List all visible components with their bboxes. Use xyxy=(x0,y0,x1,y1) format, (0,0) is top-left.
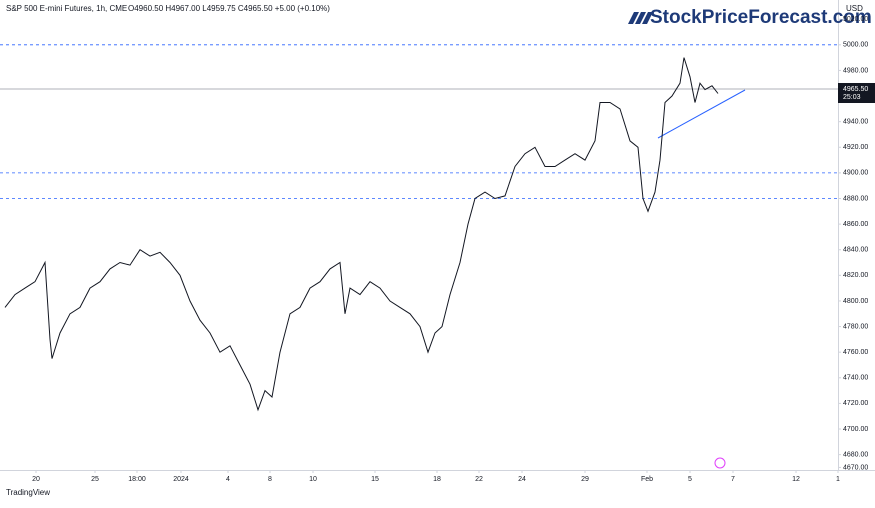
y-tick-label: 4680.00 xyxy=(843,451,868,458)
chart-title: S&P 500 E-mini Futures, 1h, CME xyxy=(6,4,127,13)
x-tick-label: 29 xyxy=(581,476,589,483)
y-tick-label: 5020.00 xyxy=(843,16,868,23)
x-tick-label: 22 xyxy=(475,476,483,483)
y-tick-label: 4880.00 xyxy=(843,195,868,202)
y-tick-label: 4760.00 xyxy=(843,349,868,356)
last-price-label: 4965.50 xyxy=(843,86,868,93)
logo-text: StockPriceForecast.com xyxy=(650,7,872,28)
x-tick-label: 8 xyxy=(268,476,272,483)
y-tick-label: 4900.00 xyxy=(843,170,868,177)
y-tick-label: 4840.00 xyxy=(843,247,868,254)
ohlc-text: O4960.50 H4967.00 L4959.75 C4965.50 +5.0… xyxy=(128,4,330,13)
y-tick-label: 4780.00 xyxy=(843,323,868,330)
y-tick-label: 4940.00 xyxy=(843,119,868,126)
x-tick-label: 20 xyxy=(32,476,40,483)
y-tick-label: 4920.00 xyxy=(843,144,868,151)
y-tick-label: 4860.00 xyxy=(843,221,868,228)
y-tick-label: 4700.00 xyxy=(843,426,868,433)
x-tick-label: 10 xyxy=(309,476,317,483)
y-tick-label: 4820.00 xyxy=(843,272,868,279)
x-tick-label: 24 xyxy=(518,476,526,483)
x-tick-label: 5 xyxy=(688,476,692,483)
last-price-box xyxy=(838,83,875,104)
y-tick-label: 4720.00 xyxy=(843,400,868,407)
x-tick-label: 15 xyxy=(371,476,379,483)
y-tick-label: 4670.00 xyxy=(843,464,868,471)
x-tick-label: 4 xyxy=(226,476,230,483)
x-tick-label: 25 xyxy=(91,476,99,483)
y-tick-label: 4740.00 xyxy=(843,375,868,382)
x-tick-label: 18:00 xyxy=(128,476,146,483)
y-tick-label: 4800.00 xyxy=(843,298,868,305)
logo-icon xyxy=(628,12,653,24)
price-line xyxy=(4,57,719,412)
x-tick-label: 18 xyxy=(433,476,441,483)
footer: TradingView xyxy=(6,488,50,497)
x-tick-label: Feb xyxy=(641,476,653,483)
currency: USD xyxy=(846,4,863,13)
x-tick-label: 12 xyxy=(792,476,800,483)
x-tick-label: 1 xyxy=(836,476,840,483)
event-icon xyxy=(714,457,726,469)
y-tick-label: 5000.00 xyxy=(843,42,868,49)
x-tick-label: 2024 xyxy=(173,476,189,483)
trend-line xyxy=(657,89,746,139)
x-tick-label: 7 xyxy=(731,476,735,483)
countdown: 25:03 xyxy=(843,94,861,101)
y-tick-label: 4980.00 xyxy=(843,67,868,74)
